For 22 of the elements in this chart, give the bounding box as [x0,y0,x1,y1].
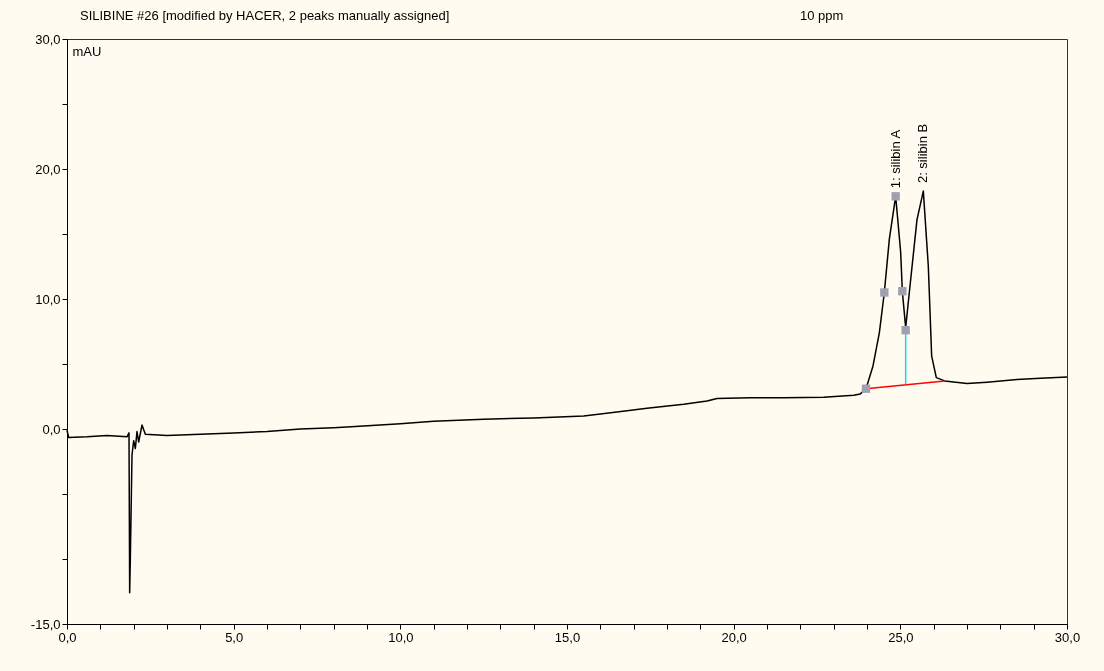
x-tick-label: 0,0 [58,629,77,645]
y-axis-title: mAU [72,43,102,59]
y-tick-label: 30,0 [35,31,61,47]
text: 10 ppm [800,8,844,23]
x-tick-label: 25,0 [888,629,914,645]
point [891,192,900,201]
y-tick-label: 10,0 [35,291,61,307]
x-tick-label: 10,0 [388,629,414,645]
point [898,287,907,296]
chart-title: SILIBINE #26 [modified by HACER, 2 peaks manually assigned] [80,8,450,23]
x-tick-label: 30,0 [1054,629,1081,645]
x-tick-label: 15,0 [554,629,581,645]
y-tick-label: 0,0 [42,421,61,437]
x-tick-label: 5,0 [225,629,244,645]
point [901,326,910,335]
annotation: 1: silibin A [887,129,903,189]
y-tick-label: -15,0 [30,616,61,632]
y-tick-label: 20,0 [35,161,61,177]
point [861,384,871,393]
annotation: 2: silibin B [915,123,931,184]
x-tick-label: 20,0 [721,629,747,645]
point [880,288,889,297]
